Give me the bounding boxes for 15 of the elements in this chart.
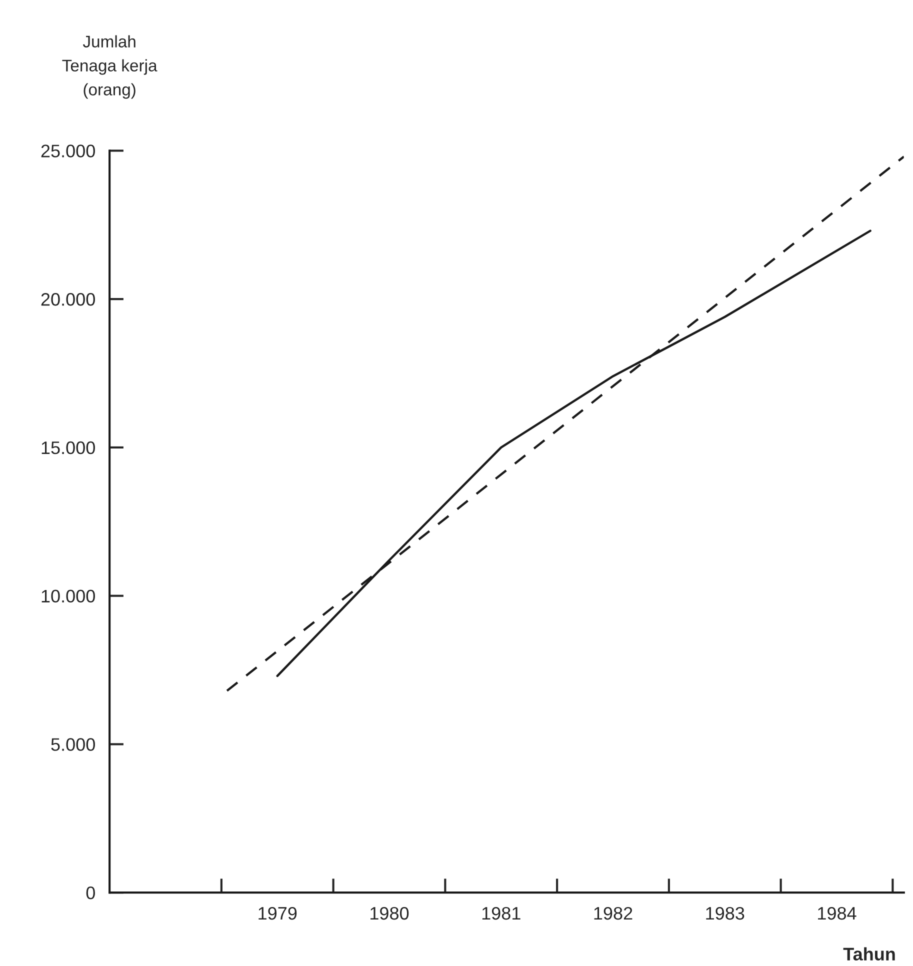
x-axis-title: Tahun — [843, 947, 895, 960]
x-tick-label: 1980 — [370, 906, 409, 920]
x-tick-label: 1979 — [258, 906, 297, 920]
y-tick-label: 10.000 — [42, 590, 95, 603]
x-tick-label: 1984 — [818, 906, 856, 920]
x-tick-label: 1983 — [706, 906, 744, 920]
x-tick-label: 1981 — [482, 906, 520, 920]
y-tick-label: 20.000 — [41, 293, 95, 306]
y-tick-label: 15.000 — [42, 441, 95, 454]
line-series — [276, 230, 872, 678]
y-tick-label: 5.000 — [51, 738, 95, 751]
y-tick-label: 25.000 — [41, 144, 95, 158]
x-tick-label: 1982 — [594, 906, 632, 920]
y-tick-label: 0 — [86, 886, 95, 900]
y-axis-title: Jumlah Tenaga kerja (orang) — [62, 35, 158, 99]
